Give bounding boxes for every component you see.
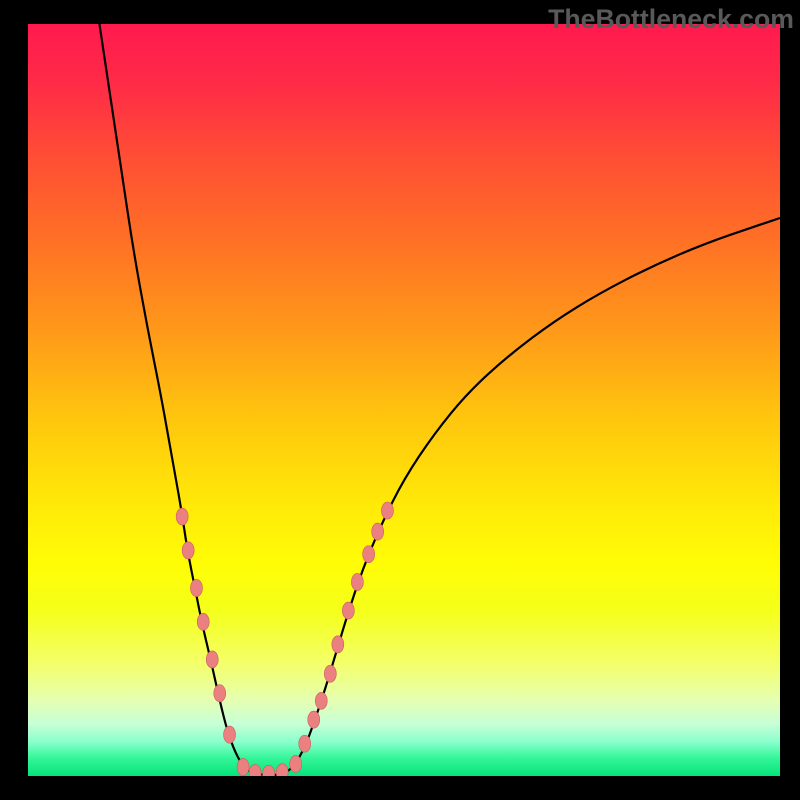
data-marker bbox=[342, 602, 354, 619]
data-marker bbox=[299, 735, 311, 752]
data-marker bbox=[237, 758, 249, 775]
data-marker bbox=[315, 692, 327, 709]
data-marker bbox=[290, 755, 302, 772]
data-marker bbox=[372, 523, 384, 540]
chart-svg bbox=[28, 24, 780, 776]
data-marker bbox=[197, 613, 209, 630]
data-marker bbox=[176, 508, 188, 525]
data-marker bbox=[324, 665, 336, 682]
data-marker bbox=[381, 502, 393, 519]
data-marker bbox=[363, 546, 375, 563]
plot-area bbox=[28, 24, 780, 772]
data-marker bbox=[206, 651, 218, 668]
data-marker bbox=[351, 573, 363, 590]
data-marker bbox=[182, 542, 194, 559]
data-marker bbox=[224, 726, 236, 743]
chart-frame: TheBottleneck.com bbox=[0, 0, 800, 800]
data-marker bbox=[308, 711, 320, 728]
gradient-background bbox=[28, 24, 780, 776]
data-marker bbox=[332, 636, 344, 653]
data-marker bbox=[214, 685, 226, 702]
data-marker bbox=[190, 579, 202, 596]
